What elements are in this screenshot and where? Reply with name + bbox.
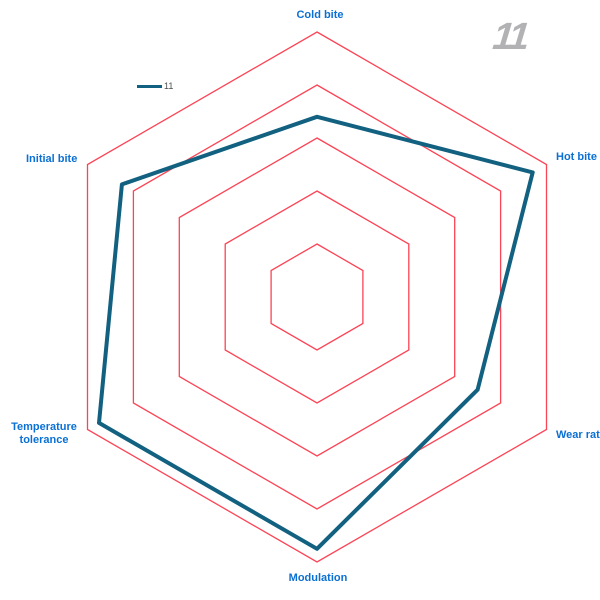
grid-rings [86, 31, 548, 563]
axis-label-hot-bite: Hot bite [556, 151, 597, 163]
compound-11-logo: 11 [490, 16, 529, 58]
grid-ring [178, 137, 456, 457]
axis-label-initial-bite: Initial bite [26, 153, 78, 165]
series-polygon [97, 114, 535, 551]
grid-ring [224, 190, 410, 404]
grid-ring [86, 31, 548, 563]
grid-ring [132, 84, 502, 510]
chart-legend: 11 [137, 81, 173, 91]
axis-label-cold-bite: Cold bite [296, 9, 344, 21]
series-11-polygon [97, 114, 535, 551]
legend-series-label: 11 [164, 81, 174, 91]
axis-label-temperature-tolerance: Temperature tolerance [11, 421, 77, 446]
axis-label-wear-rate: Wear rate [556, 429, 600, 441]
axis-label-modulation: Modulation [288, 572, 348, 584]
grid-ring [270, 243, 364, 351]
legend-line-marker [137, 84, 162, 88]
